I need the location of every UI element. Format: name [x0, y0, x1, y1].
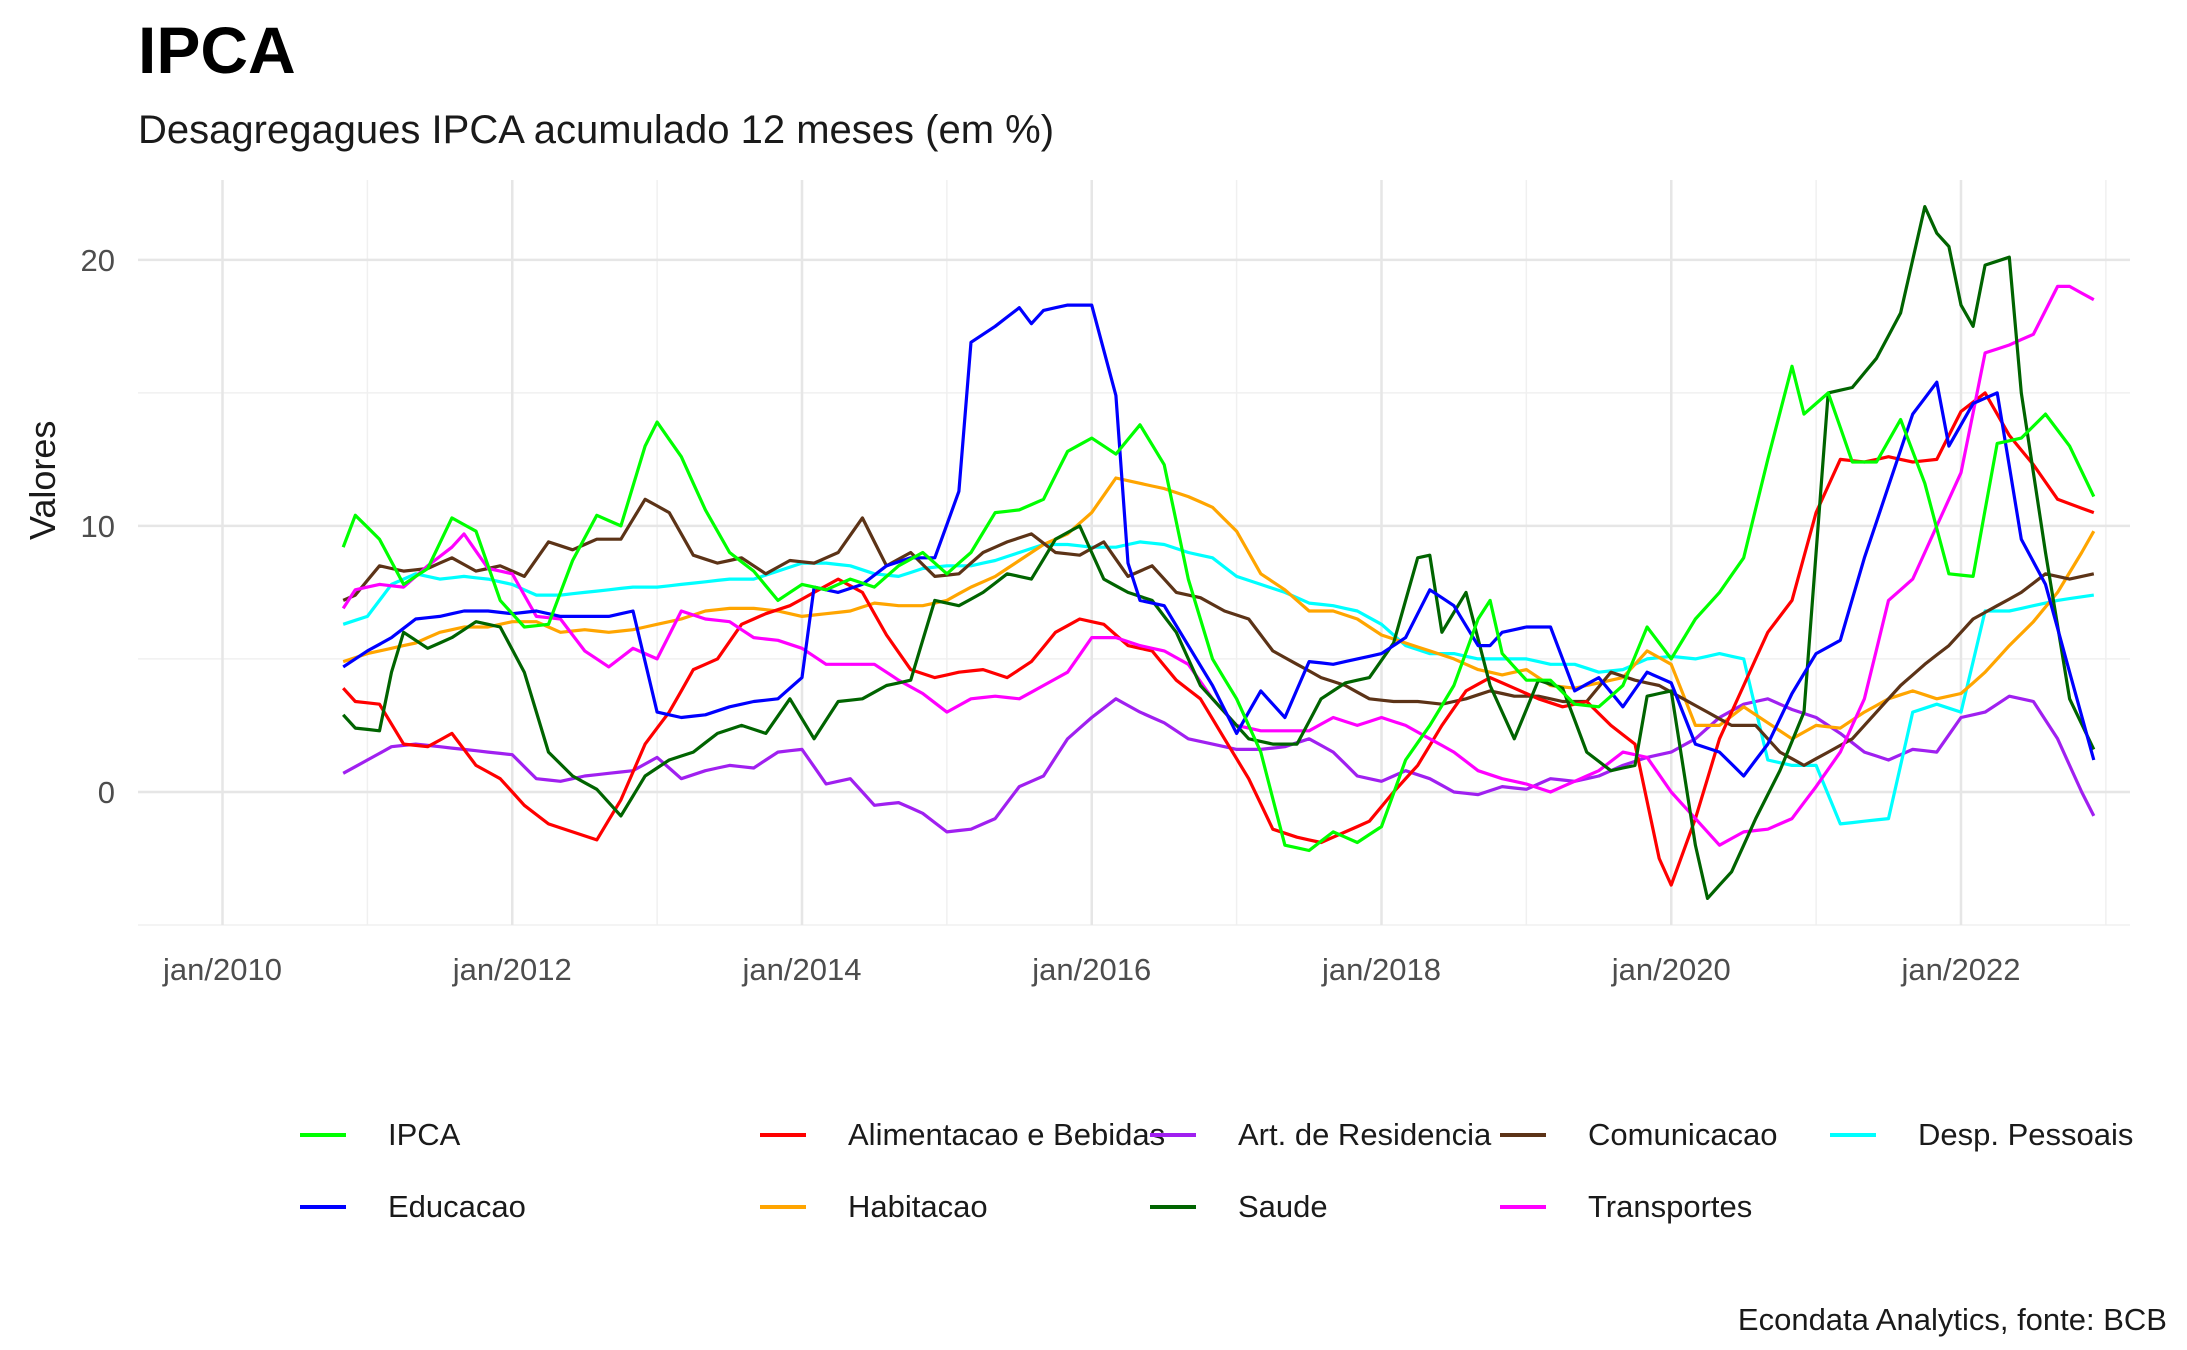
- chart-legend: IPCA Alimentacao e Bebidas Art. de Residen…: [300, 1115, 2133, 1275]
- x-tick-label: jan/2012: [452, 952, 572, 987]
- series-line-saude: [342, 205, 2096, 901]
- legend-label: Saude: [1238, 1189, 1328, 1224]
- legend-swatch: [1830, 1133, 1876, 1137]
- y-tick-label: 0: [98, 775, 115, 810]
- series-line-habitacao: [342, 476, 2096, 741]
- legend-swatch: [1150, 1133, 1196, 1137]
- legend-swatch: [1500, 1205, 1546, 1209]
- legend-item: Habitacao: [760, 1187, 988, 1227]
- series-line-desp-pessoais: [342, 540, 2095, 826]
- x-tick-label: jan/2010: [162, 952, 282, 987]
- series-line-transportes: [341, 284, 2095, 847]
- chart-subtitle: Desagregagues IPCA acumulado 12 meses (e…: [138, 108, 1055, 152]
- legend-swatch: [760, 1133, 806, 1137]
- legend-label: IPCA: [388, 1117, 461, 1152]
- series-line-comunicacao: [342, 497, 2095, 768]
- legend-item: Art. de Residencia: [1150, 1115, 1491, 1155]
- legend-swatch: [1500, 1133, 1546, 1137]
- source-caption: Econdata Analytics, fonte: BCB: [1737, 1302, 2167, 1337]
- legend-label: Educacao: [388, 1189, 526, 1224]
- legend-item: IPCA: [300, 1115, 460, 1155]
- y-tick-label: 20: [81, 243, 115, 278]
- legend-swatch: [300, 1205, 346, 1209]
- chart-title: IPCA: [138, 13, 296, 87]
- legend-label: Art. de Residencia: [1238, 1117, 1492, 1152]
- legend-item: Saude: [1150, 1187, 1328, 1227]
- series-line-ipca: [341, 364, 2096, 853]
- x-tick-label: jan/2014: [742, 952, 862, 987]
- series-line-educacao: [342, 303, 2096, 778]
- legend-item: Comunicacao: [1500, 1115, 1778, 1155]
- legend-label: Alimentacao e Bebidas: [848, 1117, 1166, 1152]
- legend-item: Alimentacao e Bebidas: [760, 1115, 1165, 1155]
- legend-swatch: [300, 1133, 346, 1137]
- legend-label: Habitacao: [848, 1189, 988, 1224]
- x-tick-label: jan/2020: [1611, 952, 1731, 987]
- legend-swatch: [1150, 1205, 1196, 1209]
- legend-label: Comunicacao: [1588, 1117, 1778, 1152]
- x-tick-label: jan/2016: [1031, 952, 1151, 987]
- legend-item: Educacao: [300, 1187, 526, 1227]
- series-line-alimentacao-e-bebidas: [342, 391, 2095, 887]
- legend-label: Transportes: [1588, 1189, 1753, 1224]
- x-tick-label: jan/2018: [1321, 952, 1441, 987]
- x-tick-label: jan/2022: [1901, 952, 2021, 987]
- legend-item: Desp. Pessoais: [1830, 1115, 2133, 1155]
- legend-item: Transportes: [1500, 1187, 1752, 1227]
- legend-label: Desp. Pessoais: [1918, 1117, 2134, 1152]
- line-chart: 0 10 20 jan/2010 jan/2012 jan/2014 jan/2016 jan…: [81, 180, 2130, 987]
- y-tick-label: 10: [81, 509, 115, 544]
- legend-swatch: [760, 1205, 806, 1209]
